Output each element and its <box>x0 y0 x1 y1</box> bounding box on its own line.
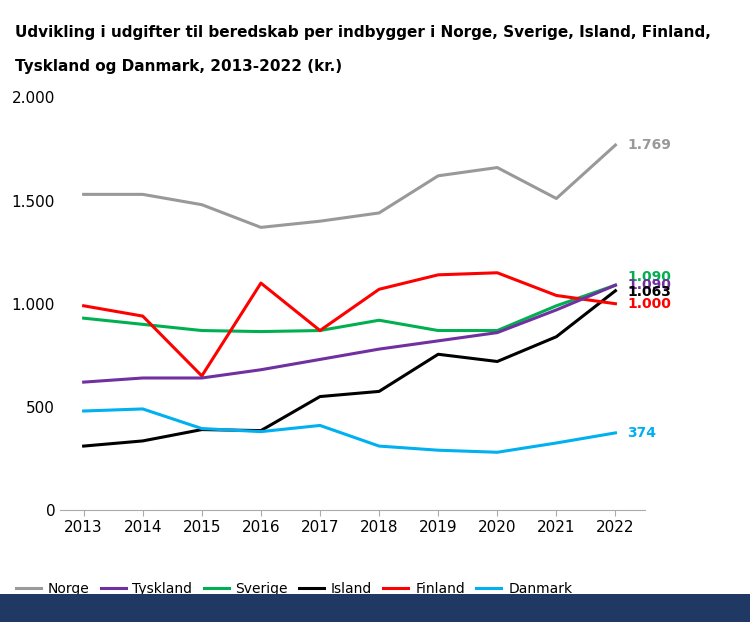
Text: 1.090: 1.090 <box>627 271 671 284</box>
Danmark <box>611 429 620 437</box>
Text: Tyskland og Danmark, 2013-2022 (kr.): Tyskland og Danmark, 2013-2022 (kr.) <box>15 59 342 74</box>
Tyskland <box>80 378 88 386</box>
Finland <box>316 327 325 334</box>
Sverige <box>374 317 383 324</box>
Sverige <box>433 327 442 334</box>
Danmark <box>80 407 88 415</box>
Island <box>433 351 442 358</box>
Finland <box>374 285 383 293</box>
Text: 1.769: 1.769 <box>627 138 671 152</box>
Island <box>80 442 88 450</box>
Norge <box>433 172 442 180</box>
Text: 1.000: 1.000 <box>627 297 671 311</box>
Sverige <box>611 281 620 289</box>
Text: 1.090: 1.090 <box>627 277 671 292</box>
Tyskland <box>197 374 206 382</box>
Line: Danmark: Danmark <box>84 409 616 452</box>
Danmark <box>493 448 502 456</box>
Finland <box>611 300 620 307</box>
Island <box>611 287 620 294</box>
Danmark <box>316 422 325 429</box>
Line: Finland: Finland <box>84 273 616 376</box>
Tyskland <box>316 356 325 363</box>
Island <box>138 437 147 445</box>
Tyskland <box>138 374 147 382</box>
Island <box>316 393 325 401</box>
Norge <box>256 224 265 231</box>
Finland <box>552 292 561 299</box>
Norge <box>611 141 620 149</box>
Island <box>552 333 561 340</box>
Danmark <box>138 405 147 412</box>
Line: Sverige: Sverige <box>84 285 616 332</box>
Norge <box>138 190 147 198</box>
Finland <box>433 271 442 279</box>
Tyskland <box>433 337 442 345</box>
Sverige <box>552 302 561 310</box>
Finland <box>493 269 502 277</box>
Line: Island: Island <box>84 290 616 446</box>
Sverige <box>138 320 147 328</box>
Text: 1.063: 1.063 <box>627 285 671 299</box>
Danmark <box>374 442 383 450</box>
Sverige <box>197 327 206 334</box>
Line: Norge: Norge <box>84 145 616 228</box>
Tyskland <box>256 366 265 373</box>
Tyskland <box>493 329 502 337</box>
Norge <box>80 190 88 198</box>
Line: Tyskland: Tyskland <box>84 285 616 382</box>
Sverige <box>256 328 265 335</box>
Norge <box>493 164 502 171</box>
Sverige <box>493 327 502 334</box>
Finland <box>80 302 88 310</box>
Tyskland <box>552 306 561 313</box>
Danmark <box>197 425 206 432</box>
Finland <box>256 279 265 287</box>
Legend: Norge, Tyskland, Sverige, Island, Finland, Danmark: Norge, Tyskland, Sverige, Island, Finlan… <box>10 576 578 601</box>
Tyskland <box>611 281 620 289</box>
Finland <box>197 372 206 379</box>
Text: 374: 374 <box>627 426 656 440</box>
Danmark <box>552 439 561 447</box>
Text: Udvikling i udgifter til beredskab per indbygger i Norge, Sverige, Island, Finla: Udvikling i udgifter til beredskab per i… <box>15 25 711 40</box>
Danmark <box>256 428 265 435</box>
Norge <box>197 201 206 208</box>
Norge <box>316 218 325 225</box>
Sverige <box>80 315 88 322</box>
Danmark <box>433 447 442 454</box>
Norge <box>552 195 561 202</box>
Island <box>197 426 206 434</box>
Sverige <box>316 327 325 334</box>
Norge <box>374 209 383 216</box>
Island <box>374 388 383 395</box>
Island <box>493 358 502 365</box>
Tyskland <box>374 345 383 353</box>
Finland <box>138 312 147 320</box>
Island <box>256 427 265 434</box>
